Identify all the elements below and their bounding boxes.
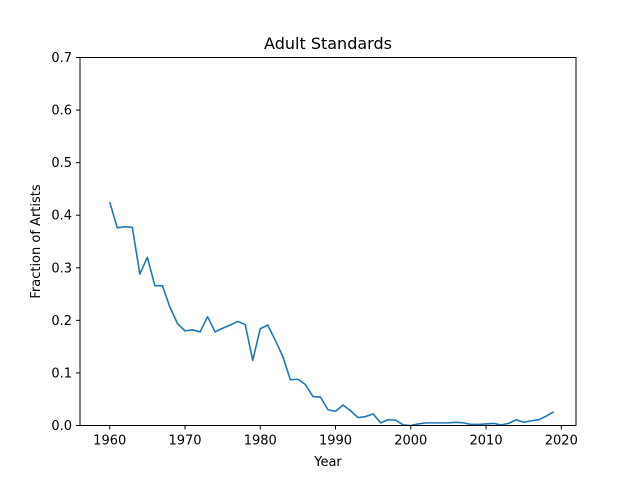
chart-title: Adult Standards — [264, 34, 392, 53]
y-tick-label: 0.1 — [51, 366, 72, 381]
plot-area-frame — [79, 57, 577, 426]
y-tick-label: 0.2 — [51, 314, 72, 329]
x-tick-label: 1980 — [244, 434, 277, 449]
x-tick-label: 2010 — [470, 434, 503, 449]
x-tick-label: 1990 — [319, 434, 352, 449]
x-axis-label: Year — [313, 455, 342, 470]
y-tick-label: 0.6 — [51, 104, 72, 119]
y-axis-label: Fraction of Artists — [29, 184, 44, 299]
series-line — [108, 201, 555, 427]
y-tick-label: 0.3 — [51, 261, 72, 276]
x-tick-label: 1960 — [93, 434, 126, 449]
x-tick-label: 2000 — [394, 434, 427, 449]
y-tick-label: 0.5 — [51, 156, 72, 171]
y-tick-label: 0.7 — [51, 51, 72, 66]
y-tick-label: 0.0 — [51, 419, 72, 434]
x-tick-label: 1970 — [168, 434, 201, 449]
y-tick-label: 0.4 — [51, 209, 72, 224]
x-tick-label: 2020 — [545, 434, 578, 449]
